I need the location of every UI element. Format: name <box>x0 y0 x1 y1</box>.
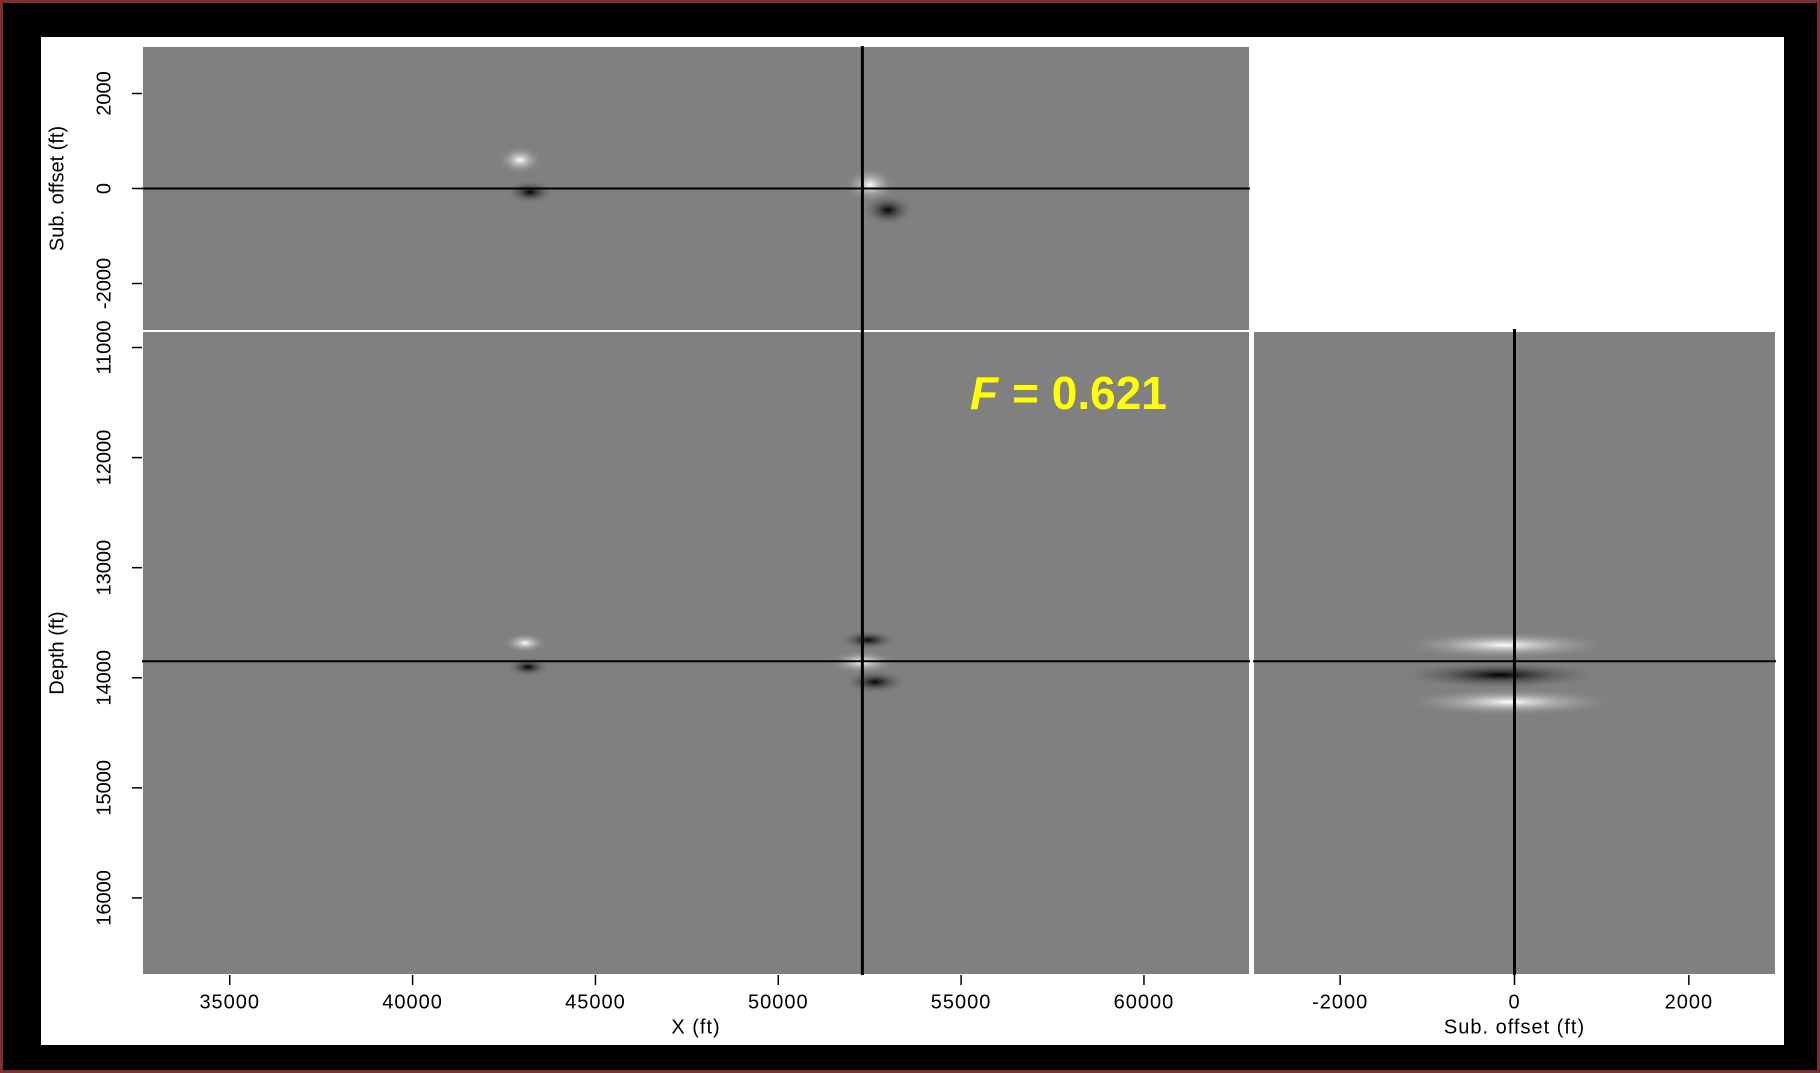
event <box>838 630 898 650</box>
y-tick-label: 16000 <box>93 870 115 926</box>
y-tick-label: 11000 <box>93 320 115 374</box>
x-tick-label: 60000 <box>1114 991 1175 1013</box>
event <box>506 180 554 204</box>
event <box>506 657 550 677</box>
x-tick-label: 50000 <box>748 991 809 1013</box>
x-tick-label: 40000 <box>382 991 443 1013</box>
event <box>1395 661 1605 689</box>
page: -2000 0 2000 Sub. offset (ft) 11000 12000 1300… <box>0 0 1820 1073</box>
annotation-symbol: F <box>970 367 1000 419</box>
y-tick-label: 2000 <box>93 71 115 116</box>
image-panel <box>142 331 1250 975</box>
figure: -2000 0 2000 Sub. offset (ft) 11000 12000 1300… <box>0 0 1820 1073</box>
event <box>498 146 542 174</box>
x-axis-label: X (ft) <box>671 1016 720 1038</box>
y-axis-label: Sub. offset (ft) <box>46 126 68 251</box>
event <box>1400 688 1620 716</box>
y-tick-label: 13000 <box>93 540 115 596</box>
y-tick-label: -2000 <box>93 258 115 309</box>
event <box>1395 631 1615 659</box>
y-axis-label: Depth (ft) <box>46 611 68 694</box>
x-tick-label: 55000 <box>931 991 992 1013</box>
y-tick-label: 14000 <box>93 650 115 706</box>
y-tick-label: 12000 <box>93 430 115 486</box>
x-tick-label: 35000 <box>199 991 260 1013</box>
event <box>503 633 547 653</box>
y-tick-label: 0 <box>93 183 115 194</box>
x-tick-label: 2000 <box>1665 991 1714 1013</box>
x-tick-label: 45000 <box>565 991 626 1013</box>
annotation-text: = 0.621 <box>1012 367 1167 419</box>
x-axis-label: Sub. offset (ft) <box>1444 1016 1585 1038</box>
event <box>843 670 907 694</box>
y-tick-label: 15000 <box>93 760 115 816</box>
x-tick-label: -2000 <box>1312 991 1368 1013</box>
event <box>862 194 914 226</box>
x-tick-label: 0 <box>1508 991 1520 1013</box>
